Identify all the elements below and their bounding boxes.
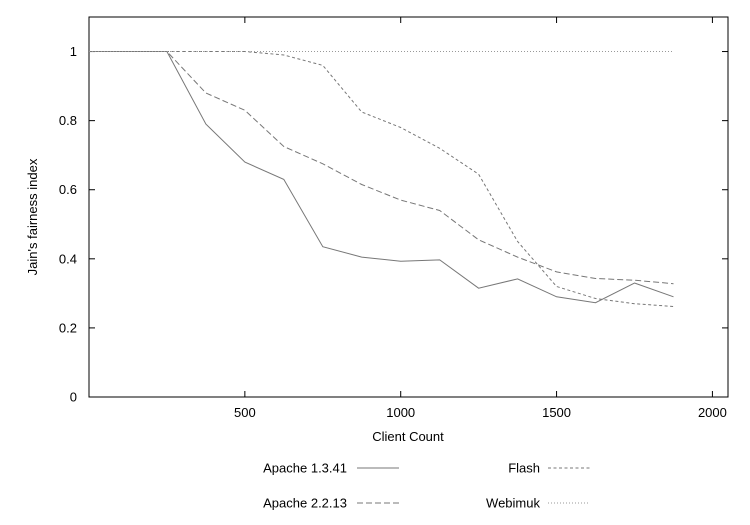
x-tick-label: 500 <box>234 405 256 420</box>
legend-label: Apache 1.3.41 <box>263 461 347 476</box>
x-tick-label: 2000 <box>698 405 727 420</box>
y-tick-label: 0 <box>70 390 77 405</box>
series-line-apache-1-3-41 <box>89 51 674 304</box>
series-line-apache-2-2-13 <box>89 51 674 285</box>
y-tick-label: 0.2 <box>59 320 77 335</box>
legend-label: Flash <box>508 461 540 476</box>
x-axis-label: Client Count <box>372 429 444 444</box>
axis-ticks: 500 1000 1500 2000 0 0.2 0.4 0.6 0.8 1 <box>59 17 728 420</box>
y-tick-label: 0.6 <box>59 182 77 197</box>
legend: Apache 1.3.41 Apache 2.2.13 Flash Webimuk <box>263 461 590 511</box>
y-axis-label: Jain's fairness index <box>25 158 40 275</box>
y-tick-label: 1 <box>70 44 77 59</box>
series-line-flash <box>89 51 674 307</box>
legend-label: Apache 2.2.13 <box>263 496 347 511</box>
plot-frame <box>88 16 729 398</box>
series-lines <box>89 51 674 307</box>
x-tick-label: 1000 <box>386 405 415 420</box>
y-tick-label: 0.4 <box>59 251 77 266</box>
legend-label: Webimuk <box>486 496 540 511</box>
y-tick-label: 0.8 <box>59 113 77 128</box>
x-tick-label: 1500 <box>542 405 571 420</box>
